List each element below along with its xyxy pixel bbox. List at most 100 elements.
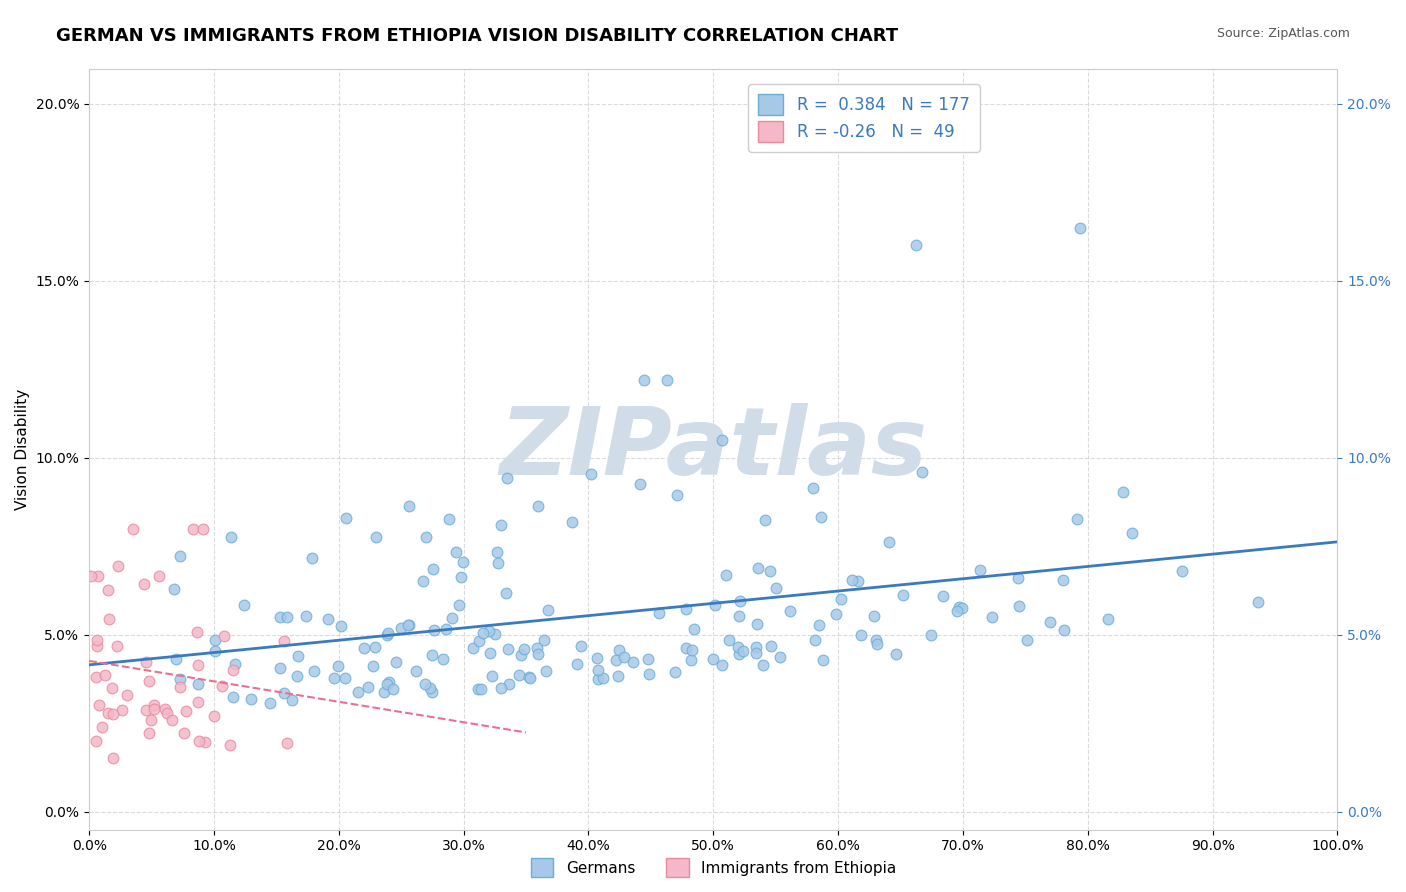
Germans bbox=[534, 664, 557, 678]
Germans bbox=[621, 655, 644, 669]
Immigrants from Ethiopia bbox=[80, 569, 103, 583]
Germans bbox=[877, 534, 900, 549]
Germans bbox=[495, 471, 517, 485]
Germans bbox=[322, 671, 344, 685]
Germans bbox=[489, 681, 512, 695]
Germans bbox=[485, 545, 508, 559]
Germans bbox=[846, 574, 869, 588]
Germans bbox=[484, 627, 506, 641]
Germans bbox=[727, 647, 749, 661]
Immigrants from Ethiopia bbox=[169, 680, 191, 694]
Germans bbox=[413, 677, 436, 691]
Text: ZIPatlas: ZIPatlas bbox=[499, 403, 928, 495]
Germans bbox=[273, 686, 295, 700]
Germans bbox=[754, 513, 776, 527]
Immigrants from Ethiopia bbox=[87, 698, 110, 712]
Germans bbox=[801, 481, 824, 495]
Germans bbox=[419, 681, 441, 695]
Germans bbox=[240, 692, 263, 706]
Germans bbox=[468, 634, 491, 648]
Immigrants from Ethiopia bbox=[103, 750, 125, 764]
Germans bbox=[664, 665, 686, 679]
Germans bbox=[472, 625, 495, 640]
Germans bbox=[467, 681, 489, 696]
Immigrants from Ethiopia bbox=[142, 702, 165, 716]
Immigrants from Ethiopia bbox=[142, 698, 165, 712]
Germans bbox=[633, 373, 655, 387]
Germans bbox=[486, 557, 509, 571]
Legend: Germans, Immigrants from Ethiopia: Germans, Immigrants from Ethiopia bbox=[524, 852, 903, 883]
Germans bbox=[412, 574, 434, 589]
Germans bbox=[396, 618, 419, 632]
Germans bbox=[765, 581, 787, 595]
Immigrants from Ethiopia bbox=[115, 688, 138, 702]
Germans bbox=[259, 696, 281, 710]
Germans bbox=[1017, 633, 1039, 648]
Y-axis label: Vision Disability: Vision Disability bbox=[15, 389, 30, 509]
Immigrants from Ethiopia bbox=[86, 640, 108, 654]
Immigrants from Ethiopia bbox=[174, 704, 197, 718]
Immigrants from Ethiopia bbox=[138, 725, 160, 739]
Germans bbox=[1008, 599, 1031, 613]
Germans bbox=[592, 671, 614, 685]
Germans bbox=[346, 685, 368, 699]
Immigrants from Ethiopia bbox=[193, 735, 215, 749]
Germans bbox=[382, 681, 405, 696]
Immigrants from Ethiopia bbox=[139, 713, 162, 727]
Germans bbox=[510, 648, 533, 662]
Germans bbox=[357, 680, 380, 694]
Germans bbox=[841, 573, 863, 587]
Immigrants from Ethiopia bbox=[186, 625, 208, 640]
Immigrants from Ethiopia bbox=[87, 569, 110, 583]
Immigrants from Ethiopia bbox=[107, 559, 129, 574]
Germans bbox=[665, 488, 688, 502]
Germans bbox=[450, 570, 472, 584]
Germans bbox=[769, 650, 792, 665]
Germans bbox=[287, 668, 309, 682]
Germans bbox=[813, 653, 835, 667]
Immigrants from Ethiopia bbox=[160, 713, 183, 727]
Germans bbox=[1121, 525, 1143, 540]
Immigrants from Ethiopia bbox=[187, 734, 209, 748]
Germans bbox=[281, 693, 304, 707]
Immigrants from Ethiopia bbox=[153, 702, 176, 716]
Germans bbox=[655, 373, 678, 387]
Germans bbox=[561, 515, 583, 529]
Germans bbox=[675, 640, 697, 655]
Germans bbox=[747, 561, 769, 575]
Germans bbox=[420, 648, 443, 662]
Germans bbox=[301, 550, 323, 565]
Immigrants from Ethiopia bbox=[98, 611, 121, 625]
Germans bbox=[527, 499, 550, 513]
Immigrants from Ethiopia bbox=[214, 629, 236, 643]
Germans bbox=[423, 623, 446, 637]
Germans bbox=[440, 611, 463, 625]
Germans bbox=[447, 598, 470, 612]
Germans bbox=[316, 612, 339, 626]
Germans bbox=[779, 604, 801, 618]
Germans bbox=[1039, 615, 1062, 629]
Germans bbox=[727, 608, 749, 623]
Text: Source: ZipAtlas.com: Source: ZipAtlas.com bbox=[1216, 27, 1350, 40]
Germans bbox=[375, 677, 398, 691]
Immigrants from Ethiopia bbox=[101, 707, 124, 722]
Germans bbox=[478, 624, 501, 639]
Germans bbox=[384, 656, 406, 670]
Immigrants from Ethiopia bbox=[105, 639, 128, 653]
Germans bbox=[727, 640, 749, 654]
Germans bbox=[969, 563, 991, 577]
Germans bbox=[335, 510, 357, 524]
Germans bbox=[714, 568, 737, 582]
Germans bbox=[219, 530, 242, 544]
Germans bbox=[326, 659, 349, 673]
Germans bbox=[533, 632, 555, 647]
Immigrants from Ethiopia bbox=[191, 522, 214, 536]
Immigrants from Ethiopia bbox=[135, 703, 157, 717]
Germans bbox=[704, 598, 727, 612]
Germans bbox=[495, 586, 517, 600]
Immigrants from Ethiopia bbox=[91, 720, 114, 734]
Germans bbox=[224, 657, 246, 671]
Germans bbox=[950, 601, 973, 615]
Germans bbox=[537, 602, 560, 616]
Germans bbox=[333, 671, 356, 685]
